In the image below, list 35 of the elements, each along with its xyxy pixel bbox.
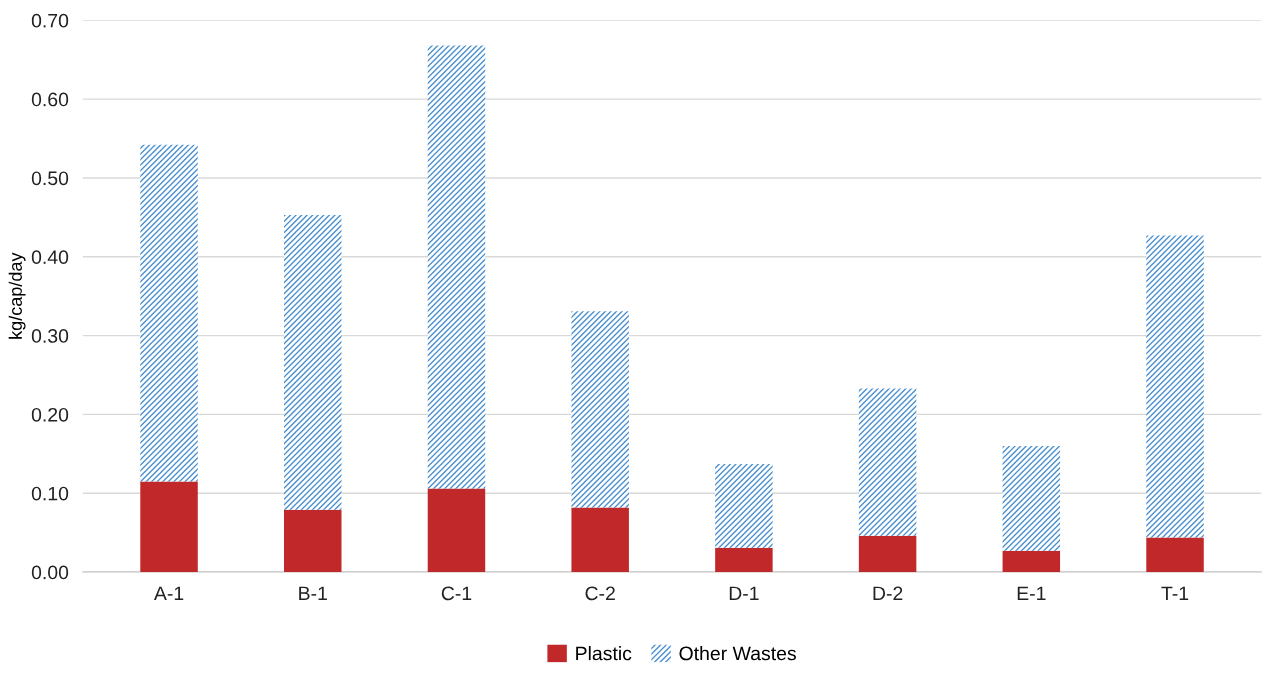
x-tick-label: D-2 (873, 586, 903, 601)
bar (858, 388, 917, 536)
bar (284, 215, 342, 510)
y-tick-label: 0.40 (31, 250, 69, 265)
x-tick-label: C-1 (441, 586, 472, 601)
y-tick-label: 0.60 (31, 92, 69, 107)
legend-label: Other Wastes (679, 646, 796, 661)
y-tick-label: 0.20 (31, 407, 69, 422)
bar (571, 311, 629, 508)
bar (427, 45, 486, 489)
y-axis-title: kg/cap/day (8, 252, 26, 339)
legend-label: Plastic (576, 646, 632, 661)
y-tick-label: 0.10 (31, 486, 69, 501)
x-tick-label: D-1 (729, 586, 759, 601)
bar (1002, 550, 1061, 573)
x-tick-label: E-1 (1017, 586, 1046, 601)
y-tick-label: 0.50 (31, 171, 69, 186)
x-tick-label: A-1 (153, 586, 184, 601)
x-tick-label: C-2 (585, 586, 615, 601)
y-tick-label: 0.00 (31, 565, 69, 580)
bar (140, 481, 198, 573)
bar (571, 507, 629, 573)
bar (1002, 445, 1061, 551)
bar (858, 535, 917, 573)
bar (140, 144, 198, 482)
bar (1146, 235, 1204, 538)
bar (427, 488, 486, 573)
x-tick-label: B-1 (299, 586, 327, 601)
y-tick-label: 0.70 (31, 13, 69, 28)
bar (284, 509, 342, 573)
bar (715, 547, 773, 573)
bar (1146, 537, 1204, 573)
bar (715, 464, 773, 548)
x-tick-label: T-1 (1161, 586, 1189, 601)
y-tick-label: 0.30 (31, 329, 69, 343)
